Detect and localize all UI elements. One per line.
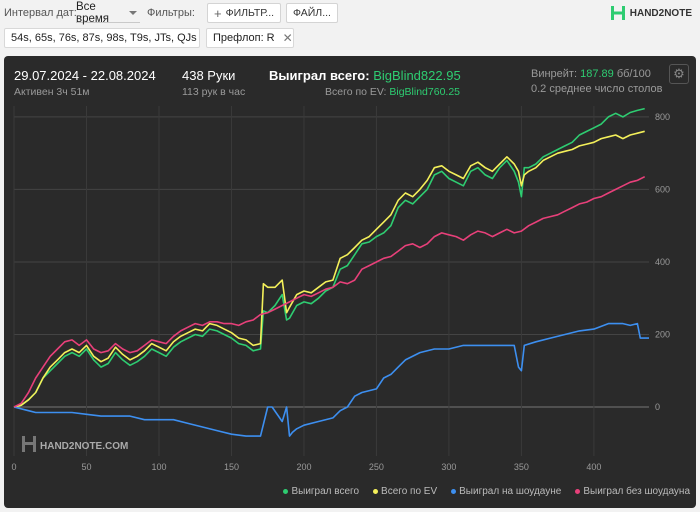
legend-item-ev[interactable]: Всего по EV bbox=[373, 486, 437, 497]
interval-label: Интервал дат: bbox=[4, 7, 77, 19]
plus-icon: + bbox=[214, 5, 222, 21]
watermark: HAND2NOTE.COM bbox=[22, 436, 128, 452]
x-tick-label: 0 bbox=[11, 462, 16, 472]
hand2note-logo: HAND2NOTE bbox=[610, 5, 692, 21]
avg-tables: 0.2 среднее число столов bbox=[531, 83, 663, 95]
winrate: Винрейт: 187.89 бб/100 bbox=[531, 68, 651, 80]
x-tick-label: 350 bbox=[514, 462, 529, 472]
ev-label: Всего по EV: bbox=[325, 86, 387, 98]
series-lines bbox=[13, 107, 649, 437]
filter-button[interactable]: + ФИЛЬТР... bbox=[207, 3, 281, 23]
legend-item-non-showdown[interactable]: Выиграл без шоудауна bbox=[575, 486, 690, 497]
series-line-showdown bbox=[13, 322, 649, 437]
legend-label: Всего по EV bbox=[381, 486, 438, 497]
x-tick-label: 100 bbox=[151, 462, 166, 472]
watermark-text: HAND2NOTE.COM bbox=[40, 441, 128, 452]
winrate-value: 187.89 bbox=[580, 68, 614, 80]
winrate-unit: бб/100 bbox=[616, 68, 651, 80]
active-time: Активен 3ч 51м bbox=[14, 86, 90, 98]
won-label: Выиграл всего: bbox=[269, 68, 370, 83]
series-line-won bbox=[13, 107, 645, 408]
won-total: Выиграл всего: BigBlind822.95 bbox=[269, 68, 461, 83]
logo-text: HAND2NOTE bbox=[629, 7, 692, 19]
legend-dot bbox=[283, 488, 289, 494]
y-tick-label: 400 bbox=[655, 257, 670, 267]
y-tick-label: 200 bbox=[655, 329, 670, 339]
filters-label: Фильтры: bbox=[147, 7, 195, 19]
hands-per-hour: 113 рук в час bbox=[182, 86, 246, 98]
hand2note-logo-icon bbox=[610, 6, 625, 20]
winrate-label: Винрейт: bbox=[531, 68, 578, 80]
chart: 0 200 400 600 800 0 50 100 150 200 250 300 350 400 HA… bbox=[11, 106, 670, 472]
date-range: 29.07.2024 - 22.08.2024 bbox=[14, 68, 156, 83]
filter-button-label: ФИЛЬТР... bbox=[225, 7, 275, 19]
chip-hands[interactable]: 54s, 65s, 76s, 87s, 98s, T9s, JTs, QJs ✕ bbox=[4, 28, 215, 48]
chip-label: 54s, 65s, 76s, 87s, 98s, T9s, JTs, QJs bbox=[11, 32, 197, 44]
legend-item-won[interactable]: Выиграл всего bbox=[283, 486, 359, 497]
ev-total: Всего по EV: BigBlind760.25 bbox=[325, 86, 460, 98]
legend-label: Выиграл без шоудауна bbox=[583, 486, 690, 497]
graph-panel: 29.07.2024 - 22.08.2024 Активен 3ч 51м 4… bbox=[4, 56, 696, 508]
file-button-label: ФАЙЛ... bbox=[293, 7, 331, 19]
y-tick-label: 800 bbox=[655, 112, 670, 122]
gear-icon[interactable]: ⚙ bbox=[669, 64, 689, 84]
y-tick-label: 0 bbox=[655, 402, 660, 412]
file-button[interactable]: ФАЙЛ... bbox=[286, 3, 338, 23]
close-icon[interactable]: ✕ bbox=[282, 31, 293, 45]
x-tick-label: 300 bbox=[441, 462, 456, 472]
ev-value: BigBlind760.25 bbox=[389, 86, 460, 98]
x-tick-label: 400 bbox=[586, 462, 601, 472]
legend: Выиграл всего Всего по EV Выиграл на шоу… bbox=[283, 486, 690, 497]
chevron-down-icon bbox=[129, 11, 137, 15]
legend-dot bbox=[575, 488, 581, 494]
interval-value: Все время bbox=[76, 1, 110, 25]
x-tick-label: 150 bbox=[224, 462, 239, 472]
chip-preflop[interactable]: Префлоп: R ✕ bbox=[206, 28, 294, 48]
y-tick-label: 600 bbox=[655, 184, 670, 194]
legend-label: Выиграл всего bbox=[291, 486, 360, 497]
grid-lines bbox=[13, 106, 649, 456]
series-line-non_showdown bbox=[13, 175, 646, 408]
legend-dot bbox=[373, 488, 379, 494]
x-tick-label: 50 bbox=[81, 462, 91, 472]
x-tick-label: 200 bbox=[296, 462, 311, 472]
x-tick-label: 250 bbox=[369, 462, 384, 472]
hands-count: 438 Руки bbox=[182, 68, 236, 83]
legend-label: Выиграл на шоудауне bbox=[459, 486, 562, 497]
interval-select[interactable]: Все время bbox=[76, 1, 140, 25]
tick-labels: 0 200 400 600 800 0 50 100 150 200 250 300 350 400 bbox=[11, 112, 670, 472]
won-value: BigBlind822.95 bbox=[373, 68, 461, 83]
legend-item-showdown[interactable]: Выиграл на шоудауне bbox=[451, 486, 561, 497]
series-line-ev bbox=[13, 130, 645, 408]
chip-label: Префлоп: R bbox=[213, 32, 275, 44]
legend-dot bbox=[451, 488, 457, 494]
toolbar: Интервал дат: Все время Фильтры: + ФИЛЬТ… bbox=[0, 0, 700, 27]
